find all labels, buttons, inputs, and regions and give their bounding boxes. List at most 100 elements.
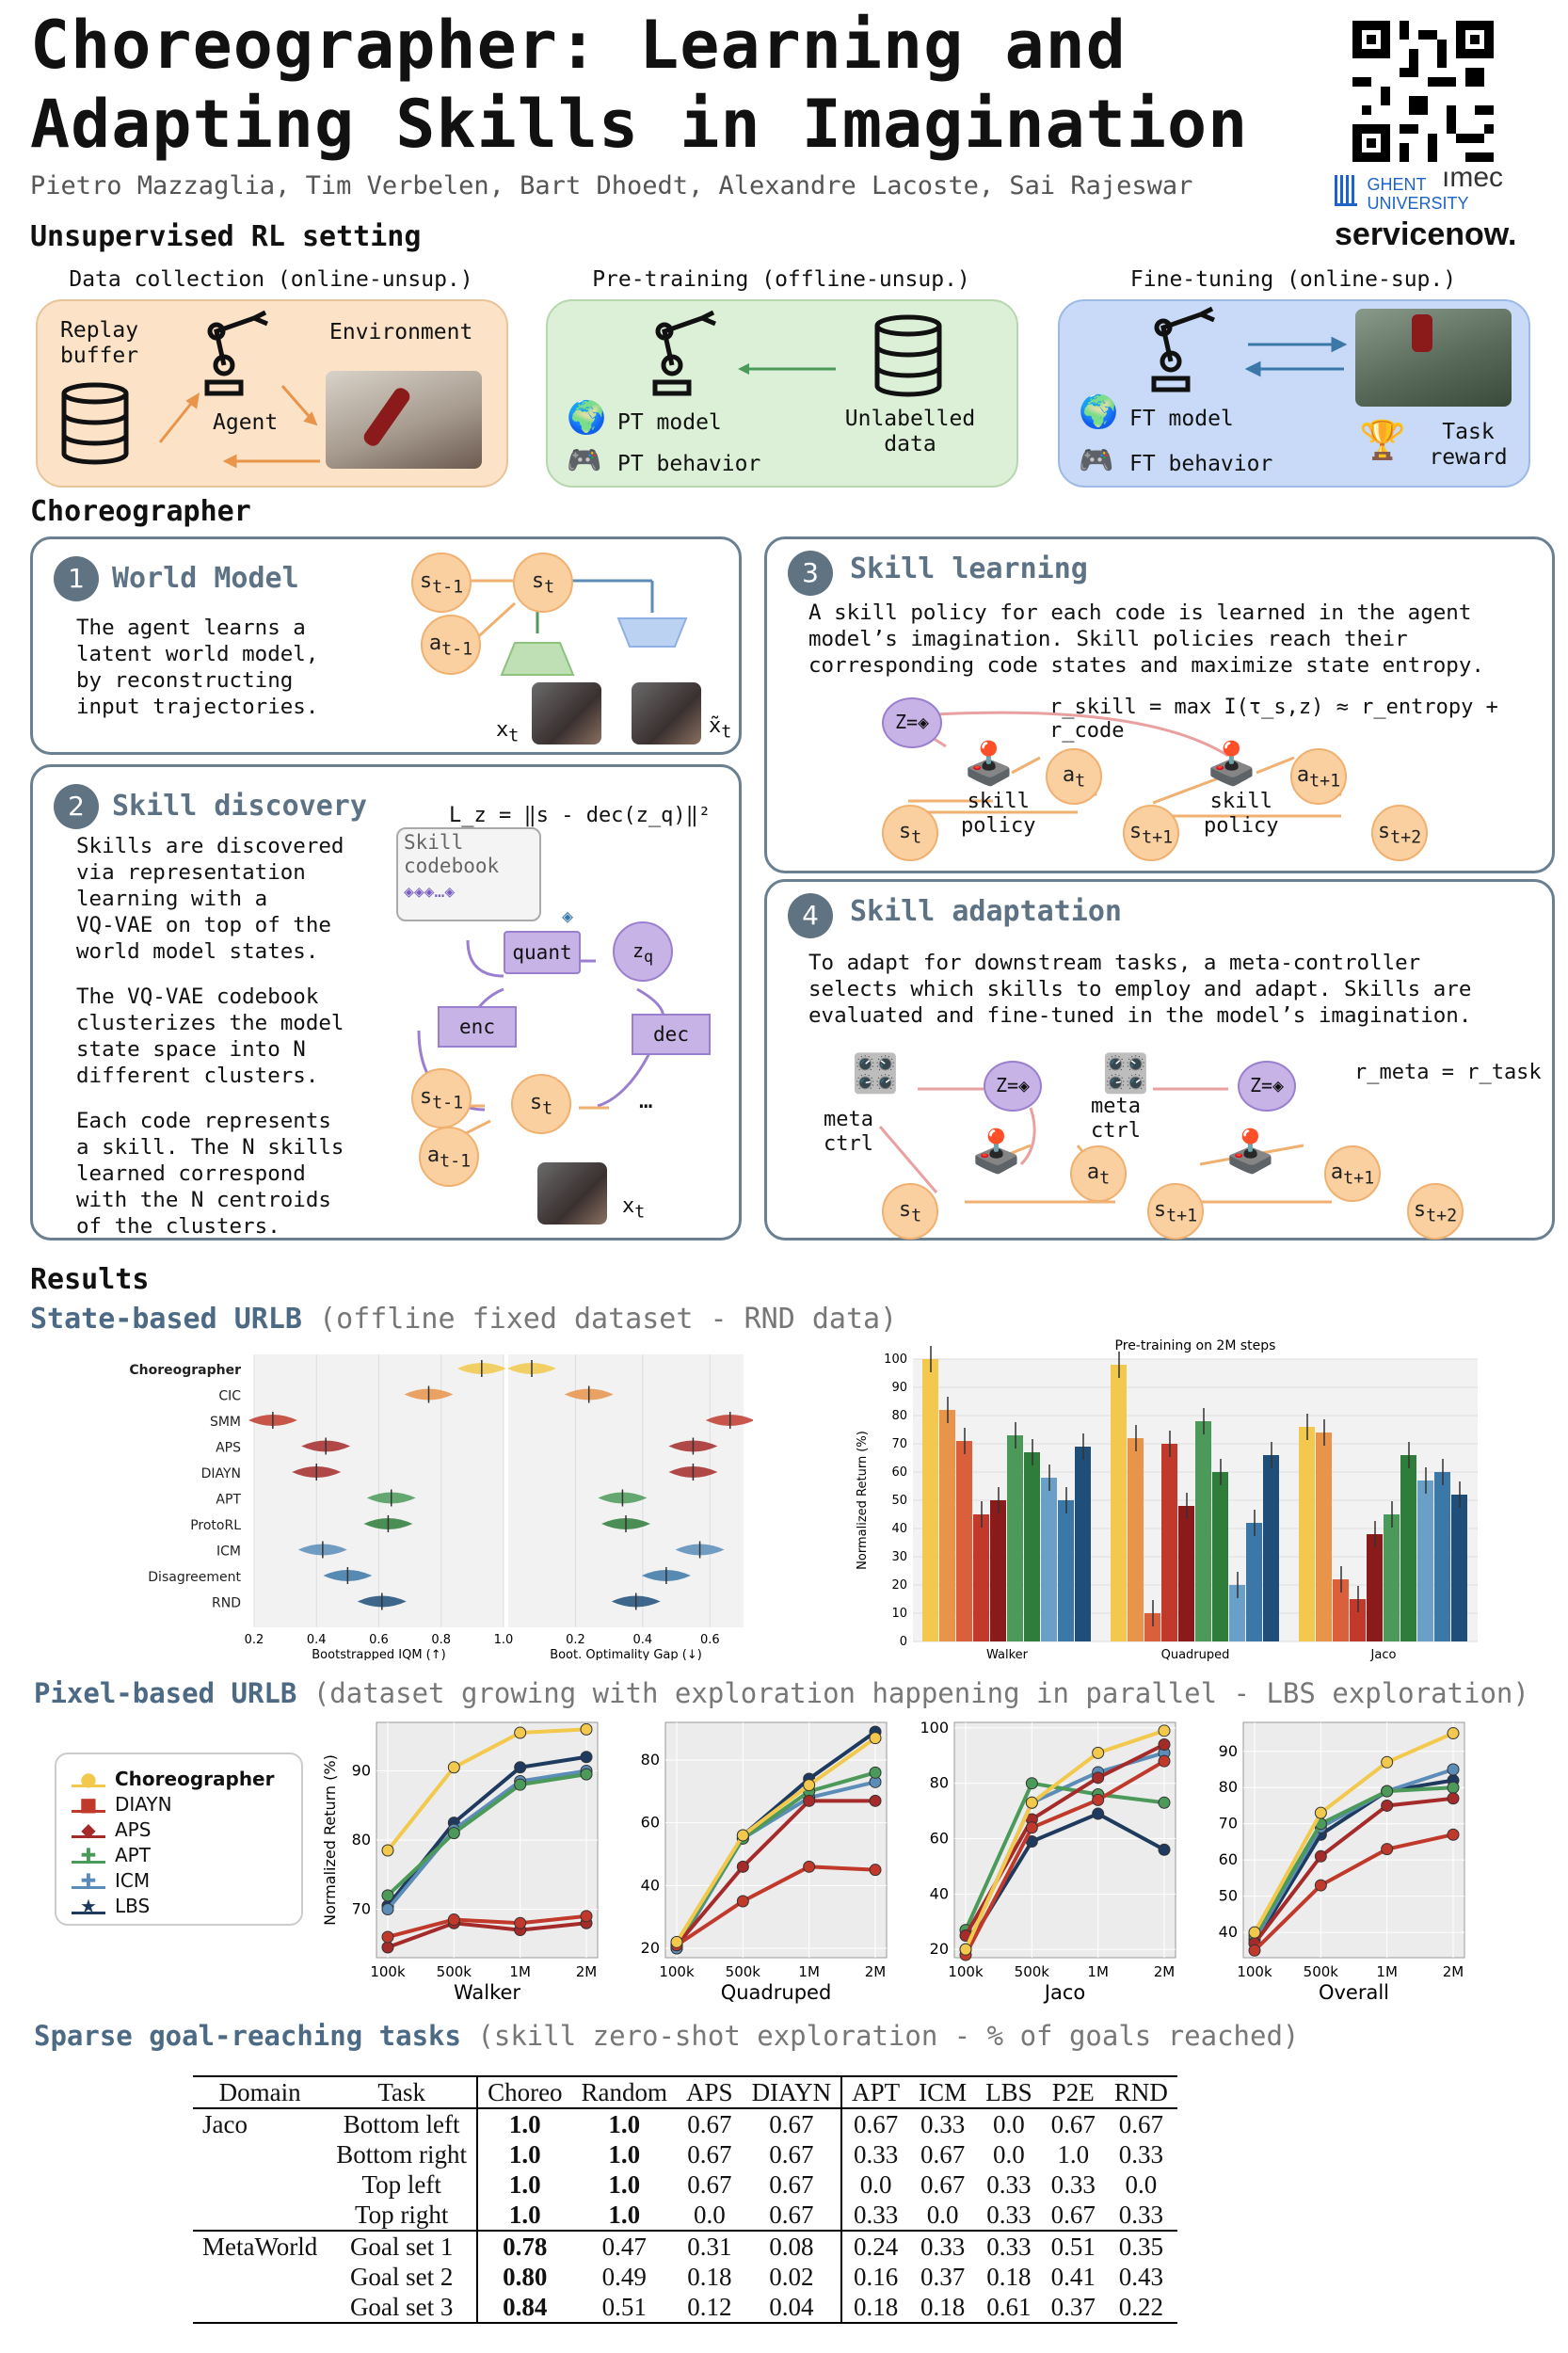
series-line [675, 1865, 876, 1947]
box-text: The agent learns a latent world model, b… [76, 616, 319, 719]
table-cell: Goal set 3 [349, 2292, 454, 2321]
column-header: APT [840, 2076, 910, 2108]
state-prev-node: st-1 [411, 552, 472, 613]
skill-code-node-2: Z=◈ [1238, 1061, 1296, 1112]
globe-icon: 🌍 [1079, 393, 1119, 431]
table-cell: 0.12 [687, 2292, 732, 2321]
table-cell: 0.24 [840, 2231, 910, 2262]
tick-label: 90 [891, 1381, 907, 1395]
tick-label: 40 [930, 1884, 949, 1902]
bar [1128, 1438, 1144, 1641]
imec-logo: ımec [1442, 162, 1504, 193]
tick-label: 500k [1015, 1963, 1050, 1980]
row-label: APS [216, 1441, 241, 1456]
data-point [1447, 1792, 1460, 1805]
table-cell: 0.43 [1118, 2262, 1164, 2291]
gamepad-icon: 🎮 [567, 444, 602, 477]
data-point [869, 1766, 882, 1779]
data-point [381, 1903, 394, 1916]
column-header: RND [1113, 2077, 1168, 2106]
data-point [1092, 1746, 1105, 1759]
tick-label: 500k [726, 1963, 761, 1980]
state-node: st [882, 1183, 938, 1240]
series-line [386, 1727, 587, 1852]
pt-model-label: PT model [617, 410, 722, 435]
data-point [1381, 1799, 1394, 1812]
data-point [1158, 1738, 1171, 1752]
data-collection-panel: Replay buffer Environment Agent [36, 299, 508, 488]
table-cell: 1.0 [608, 2169, 641, 2199]
table-row: Top left 1.0 1.0 0.67 0.67 0.0 0.67 0.33 0.33 0.0 [193, 2169, 1177, 2200]
table-cell: 0.31 [687, 2232, 732, 2261]
column-header: DIAYN [751, 2077, 832, 2106]
tick-label: 10 [891, 1607, 907, 1621]
table-cell: Goal set 2 [349, 2262, 454, 2291]
ghent-logo: GHENT UNIVERSITY [1335, 175, 1468, 214]
tick-label: 80 [930, 1774, 949, 1792]
qr-code[interactable] [1352, 21, 1494, 162]
ft-model-label: FT model [1129, 407, 1234, 431]
column-header: APS [686, 2077, 733, 2106]
bar [1451, 1495, 1467, 1641]
tick-label: 100k [1237, 1963, 1272, 1980]
table-cell: 0.33 [1118, 2139, 1164, 2169]
bar [1041, 1478, 1057, 1641]
column-header: Task [377, 2077, 425, 2106]
data-point [381, 1941, 394, 1954]
skill-codebook: Skill codebook ◈◈◈…◈ [396, 827, 541, 921]
table-cell: 0.18 [986, 2262, 1032, 2291]
bar [1316, 1433, 1332, 1641]
table-cell: 1.0 [608, 2109, 641, 2138]
row-label: ICM [216, 1545, 241, 1560]
world-model-box: 1 World Model The agent learns a latent … [30, 536, 742, 755]
state-prev-node: st-1 [411, 1068, 472, 1128]
state-node: st [513, 552, 573, 613]
data-point [1381, 1755, 1394, 1769]
data-point [1025, 1796, 1038, 1809]
state-node: st [511, 1074, 571, 1134]
legend-label: LBS [115, 1895, 151, 1917]
table-cell: 0.18 [920, 2292, 966, 2321]
data-point [381, 1930, 394, 1944]
data-point [514, 1761, 527, 1774]
step-number: 4 [788, 893, 833, 938]
pixel-based-subtitle: (dataset growing with exploration happen… [312, 1677, 1529, 1709]
goal-reaching-table: Domain Task Choreo Random APS DIAYN APT ICM LBS P… [193, 2075, 1177, 2324]
tick-label: 0.2 [245, 1633, 264, 1647]
tick-label: 20 [930, 1940, 949, 1958]
dec-block: dec [632, 1014, 711, 1055]
joystick-icon: 🕹️ [970, 1128, 1022, 1176]
data-flow-arrow [738, 363, 836, 375]
state-next-node: st+1 [1147, 1183, 1204, 1240]
finetuning-panel: 🌍 FT model 🎮 FT behavior 🏆 Task reward [1058, 299, 1530, 488]
table-cell: 0.33 [920, 2109, 966, 2138]
ghent-line-2: UNIVERSITY [1367, 194, 1469, 213]
table-cell: 0.49 [601, 2262, 647, 2291]
joystick-icon: 🕹️ [1224, 1128, 1276, 1176]
table-cell: 0.18 [687, 2262, 732, 2291]
legend-item: ◆ APS [72, 1818, 151, 1841]
box-text: To adapt for downstream tasks, a meta-co… [808, 951, 1472, 1028]
robot-arm-icon [652, 310, 716, 396]
tick-label: 50 [891, 1494, 907, 1508]
bar [1384, 1514, 1400, 1641]
state-based-subtitle: (offline fixed dataset - RND data) [319, 1303, 898, 1336]
table-cell: 0.67 [840, 2108, 910, 2139]
series-line [964, 1759, 1166, 1956]
database-icon [61, 382, 129, 465]
meta-controller-icon: 🎛️ [1102, 1052, 1149, 1096]
bar [1161, 1444, 1177, 1641]
enc-block: enc [438, 1006, 517, 1048]
chart-title: Walker [454, 1981, 520, 2004]
box-title: Skill adaptation [850, 895, 1122, 928]
table-cell: 0.0 [840, 2169, 910, 2200]
table-row: Goal set 2 0.80 0.49 0.18 0.02 0.16 0.37 0.18 0.… [193, 2262, 1177, 2292]
table-cell [193, 2139, 327, 2169]
sparse-title: Sparse goal-reaching tasks [34, 2020, 461, 2052]
data-point [1158, 1796, 1171, 1809]
data-point [869, 1732, 882, 1745]
table-cell: Goal set 1 [349, 2232, 454, 2261]
skill-code-node: Z=◈ [984, 1061, 1042, 1112]
bar [1299, 1427, 1315, 1641]
bar [1024, 1452, 1040, 1641]
